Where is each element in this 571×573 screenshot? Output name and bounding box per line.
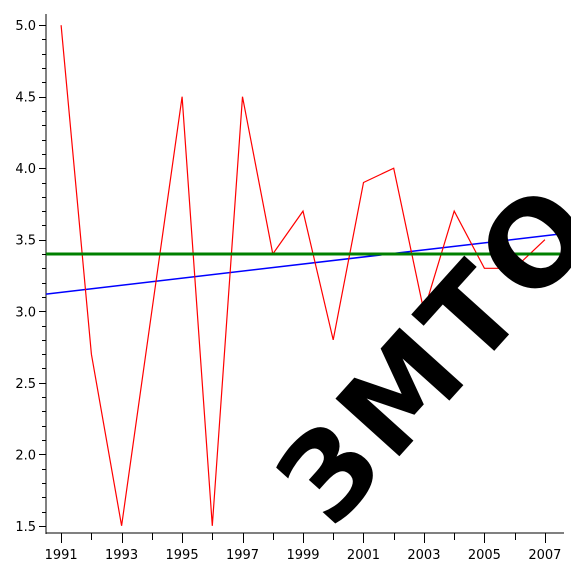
x-tick-label: 2005 — [468, 548, 501, 563]
data-line — [60, 25, 546, 526]
x-tick-label: 1997 — [226, 548, 259, 563]
y-tick-label: 1.5 — [15, 520, 36, 535]
y-tick-label: 3.5 — [15, 234, 36, 249]
y-axis-ticks: 1.5 2.0 2.5 3.0 3.5 4.0 4.5 5.0 — [15, 19, 46, 535]
x-axis-ticks: 1991 1993 1995 1997 1999 2001 2003 2005 2007 — [45, 533, 561, 563]
x-tick-label: 2001 — [347, 548, 380, 563]
chart-series — [45, 25, 561, 526]
y-tick-label: 2.0 — [15, 448, 36, 463]
x-tick-label: 1995 — [166, 548, 199, 563]
x-tick-label: 1993 — [105, 548, 138, 563]
x-tick-label: 2003 — [407, 548, 440, 563]
watermark: ЗМТО — [250, 156, 571, 550]
x-tick-label: 1991 — [45, 548, 78, 563]
y-tick-label: 4.0 — [15, 162, 36, 177]
watermark-text: ЗМТО — [250, 156, 571, 550]
y-tick-label: 2.5 — [15, 377, 36, 392]
x-tick-label: 1999 — [286, 548, 319, 563]
y-tick-label: 4.5 — [15, 91, 36, 106]
y-tick-label: 3.0 — [15, 305, 36, 320]
y-tick-label: 5.0 — [15, 19, 36, 34]
chart-axes — [45, 14, 564, 534]
x-tick-label: 2007 — [528, 548, 561, 563]
trend-line — [45, 233, 561, 295]
